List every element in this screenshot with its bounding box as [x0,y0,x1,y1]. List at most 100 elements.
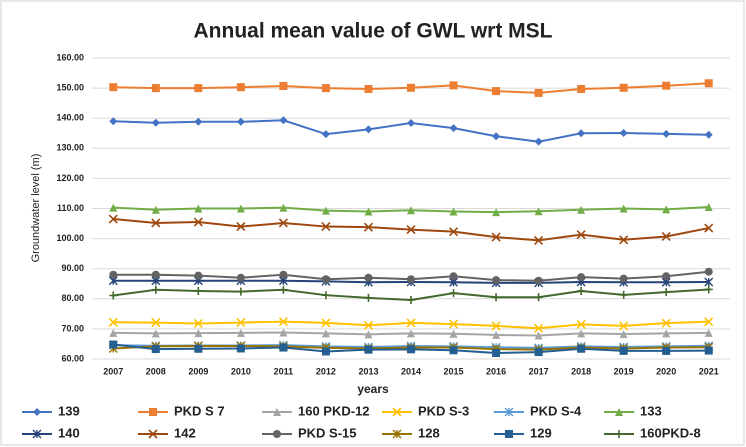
legend-label: 160PKD-8 [640,425,701,440]
marker [109,270,118,279]
marker [108,214,118,224]
y-tick-label: 140.00 [56,113,84,123]
marker [364,125,373,134]
marker [279,116,288,125]
marker [321,84,330,93]
marker [151,285,160,294]
x-tick-label: 2019 [614,366,634,376]
marker [577,273,586,282]
marker [577,129,586,138]
legend-label: PKD S-3 [418,403,469,418]
marker [577,286,586,295]
x-tick-label: 2013 [358,366,378,376]
legend-marker [505,430,513,438]
legend-label: 142 [174,425,196,440]
marker [279,81,288,90]
legend-marker [504,407,514,417]
marker [321,318,331,328]
y-tick-label: 150.00 [56,82,84,92]
marker [236,287,245,296]
y-tick-label: 70.00 [61,323,84,333]
marker [407,119,415,128]
legend-marker [33,408,41,416]
legend-marker [148,429,158,439]
x-tick-label: 2014 [401,366,421,376]
x-tick-label: 2015 [444,366,464,376]
marker [364,207,373,216]
legend-marker [32,429,42,439]
marker [406,318,416,328]
marker [109,117,118,126]
marker [619,274,628,283]
marker [407,329,415,338]
y-axis-label: Groundwater level (m) [30,154,42,263]
marker [619,204,628,213]
marker [193,318,203,329]
legend-marker [615,408,623,416]
marker [491,321,501,331]
legend-marker [615,430,623,438]
marker [364,273,373,282]
marker [407,206,415,215]
y-tick-label: 60.00 [61,353,84,363]
legend-marker [273,430,281,438]
marker [661,318,671,328]
y-tick-label: 100.00 [56,233,84,243]
marker [492,87,501,96]
marker [406,225,416,235]
x-tick-label: 2017 [529,366,549,376]
marker [194,204,203,213]
marker [662,129,671,138]
marker [109,328,118,337]
marker [704,79,713,88]
marker [619,290,628,299]
marker [278,317,288,327]
marker [364,293,373,302]
marker [278,218,288,228]
marker [534,276,543,285]
marker [619,346,628,355]
legend-label: 160 PKD-12 [298,403,370,418]
marker [576,319,586,329]
marker [449,329,458,338]
marker [363,222,374,232]
marker [662,329,671,338]
marker [279,203,288,212]
marker [407,296,415,305]
marker [704,346,713,355]
marker [279,343,288,352]
x-tick-label: 2016 [486,366,506,376]
marker [534,331,543,340]
marker [151,318,161,328]
legend-label: PKD S-4 [530,403,582,418]
marker [492,330,501,339]
marker [236,273,245,282]
legend-marker [149,408,157,416]
marker [534,137,543,146]
marker [407,345,415,354]
marker [193,217,203,227]
legend-label: 139 [58,403,80,418]
marker [321,130,330,139]
marker [704,285,713,294]
x-tick-label: 2011 [274,366,294,376]
marker [449,272,458,281]
marker [236,83,245,92]
marker [109,291,118,300]
marker [321,275,330,284]
marker [577,329,586,338]
legend-label: 128 [418,425,440,440]
chart-title: Annual mean value of GWL wrt MSL [194,20,553,43]
marker [321,291,330,300]
marker [492,132,501,141]
marker [448,227,459,237]
marker [279,285,288,294]
marker [194,286,203,295]
x-tick-label: 2021 [699,366,719,376]
x-tick-label: 2010 [231,366,251,376]
x-tick-label: 2020 [656,366,676,376]
marker [364,345,373,354]
x-tick-label: 2009 [188,366,208,376]
marker [194,84,203,93]
legend-label: 129 [530,425,552,440]
